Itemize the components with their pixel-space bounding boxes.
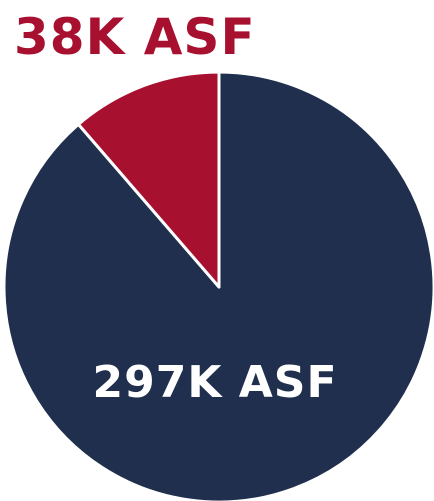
slice-label: 38K ASF	[14, 8, 256, 66]
slice-label: 297K ASF	[92, 357, 337, 408]
pie-slice	[76, 70, 221, 289]
